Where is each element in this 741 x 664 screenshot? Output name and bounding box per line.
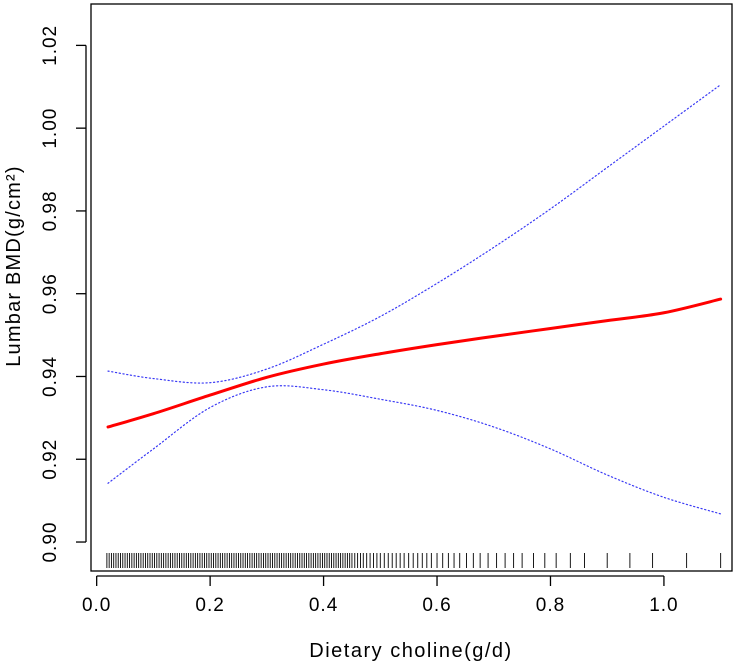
y-tick-label: 0.96 <box>40 273 61 314</box>
x-axis-title: Dietary choline(g/d) <box>309 640 512 662</box>
plot-frame <box>90 3 733 572</box>
x-tick-label: 0.4 <box>309 595 338 616</box>
x-tick-label: 0.2 <box>195 595 224 616</box>
fit-line <box>106 297 723 429</box>
y-axis: 0.90 0.92 0.94 0.96 0.98 1.00 1.02 <box>40 25 87 563</box>
x-tick-label: 1.0 <box>649 595 678 616</box>
x-tick-label: 0.0 <box>82 595 111 616</box>
y-tick-label: 0.90 <box>40 522 61 563</box>
x-tick-label: 0.8 <box>536 595 565 616</box>
y-tick-label: 1.02 <box>40 25 61 66</box>
y-tick-label: 0.98 <box>40 190 61 231</box>
rug-layer <box>106 553 722 568</box>
upper-ci-line <box>107 84 722 384</box>
lower-ci-line <box>107 385 722 515</box>
x-tick-label: 0.6 <box>422 595 451 616</box>
y-tick-label: 1.00 <box>40 108 61 149</box>
x-axis: 0.0 0.2 0.4 0.6 0.8 1.0 <box>82 575 678 616</box>
y-tick-label: 0.94 <box>40 356 61 397</box>
fit-layer <box>106 297 723 429</box>
y-tick-label: 0.92 <box>40 439 61 480</box>
ci-layer <box>107 84 722 515</box>
y-axis-title: Lumbar BMD(g/cm²) <box>3 165 25 367</box>
